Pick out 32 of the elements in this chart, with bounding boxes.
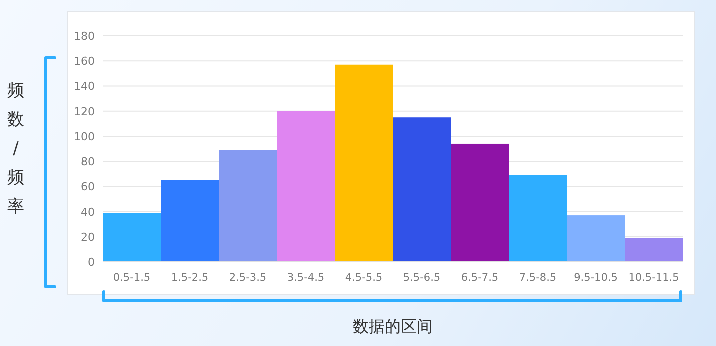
- y-tick-label: 20: [81, 230, 95, 244]
- x-tick-label: 1.5-2.5: [171, 272, 209, 284]
- y-tick-label: 180: [74, 30, 95, 43]
- x-tick-label: 10.5-11.5: [628, 272, 680, 284]
- x-axis-title: 数据的区间: [353, 317, 433, 336]
- y-tick-label: 0: [88, 256, 95, 269]
- bar: [219, 150, 277, 262]
- x-tick-label: 5.5-6.5: [403, 272, 441, 284]
- bar: [451, 144, 509, 262]
- x-tick-label: 4.5-5.5: [345, 272, 383, 284]
- bar: [625, 238, 683, 262]
- y-tick-label: 40: [81, 206, 95, 219]
- x-tick-label: 7.5-8.5: [519, 272, 557, 284]
- y-axis-title: 频数/频率: [8, 81, 24, 217]
- bar: [103, 213, 161, 262]
- bar: [393, 118, 451, 262]
- bar: [161, 180, 219, 262]
- y-tick-label: 160: [74, 55, 95, 68]
- x-tick-label: 0.5-1.5: [113, 272, 151, 284]
- y-tick-label: 120: [74, 105, 95, 118]
- x-tick-label: 9.5-10.5: [574, 272, 618, 284]
- x-tick-label: 6.5-7.5: [461, 272, 499, 284]
- y-tick-label: 60: [81, 180, 95, 194]
- bar: [277, 111, 335, 262]
- bar: [509, 175, 567, 262]
- y-tick-label: 100: [74, 130, 95, 144]
- bar: [567, 216, 625, 262]
- y-tick-label: 140: [74, 80, 95, 94]
- bar: [335, 64, 393, 262]
- y-tick-label: 80: [81, 156, 95, 169]
- x-tick-label: 3.5-4.5: [287, 272, 325, 284]
- x-tick-label: 2.5-3.5: [229, 272, 267, 284]
